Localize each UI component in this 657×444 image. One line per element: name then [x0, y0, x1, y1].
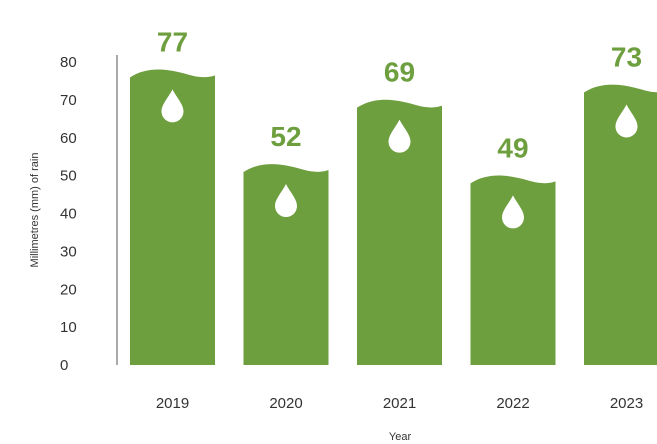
x-tick-label: 2023 [610, 395, 643, 412]
bar-2021 [357, 99, 442, 365]
bar-2020 [243, 164, 329, 365]
y-tick-labels: 0 10 20 30 40 50 60 70 80 [60, 54, 77, 374]
data-label: 49 [497, 132, 528, 163]
raindrop-icon [161, 89, 184, 123]
y-tick-label: 60 [60, 130, 77, 147]
bar-2019 [130, 69, 215, 366]
raindrop-icon [275, 184, 297, 218]
raindrop-icon [388, 119, 411, 153]
y-tick-label: 80 [60, 54, 77, 71]
x-tick-label: 2019 [156, 395, 189, 412]
y-tick-label: 40 [60, 206, 77, 223]
data-label: 77 [157, 26, 188, 57]
bars: 77 52 69 49 73 [130, 26, 657, 366]
x-tick-label: 2022 [496, 395, 529, 412]
y-tick-label: 10 [60, 319, 77, 336]
data-label: 52 [270, 121, 301, 152]
raindrop-icon [502, 195, 524, 229]
raindrop-icon [615, 104, 638, 138]
y-tick-label: 70 [60, 92, 77, 109]
y-tick-label: 20 [60, 281, 77, 298]
data-label: 73 [611, 42, 642, 73]
y-axis-title: Millimetres (mm) of rain [29, 153, 41, 268]
y-tick-label: 30 [60, 243, 77, 260]
data-label: 69 [384, 57, 415, 88]
x-tick-label: 2021 [383, 395, 416, 412]
bar-2023 [584, 84, 657, 365]
x-axis-title: Year [389, 431, 412, 443]
y-tick-label: 0 [60, 357, 68, 374]
y-tick-label: 50 [60, 168, 77, 185]
x-tick-label: 2020 [269, 395, 302, 412]
x-tick-labels: 2019 2020 2021 2022 2023 [156, 395, 643, 412]
bar-2022 [470, 175, 556, 365]
